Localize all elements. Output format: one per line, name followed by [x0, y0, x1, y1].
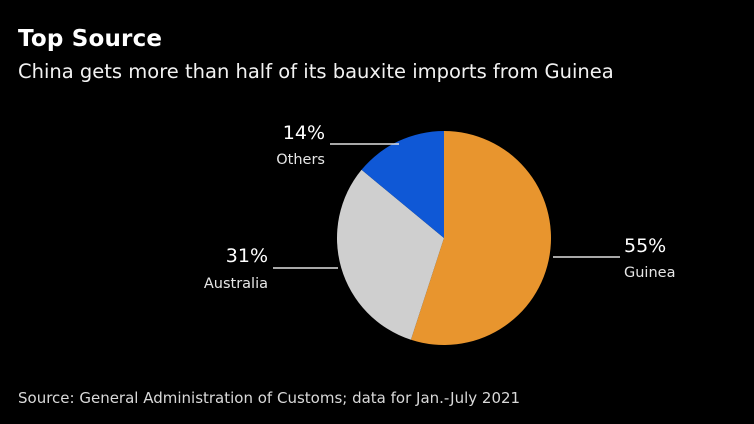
- pie-slice-australia: [336, 169, 444, 340]
- chart-title: Top Source: [18, 26, 163, 52]
- pie-slice-guinea: [410, 131, 551, 345]
- slice-category-label-australia: Australia: [204, 276, 268, 292]
- chart-subtitle: China gets more than half of its bauxite…: [18, 60, 614, 83]
- source-note: Source: General Administration of Custom…: [18, 389, 521, 407]
- slice-category-label-others: Others: [276, 152, 325, 168]
- slice-value-label-australia: 31%: [226, 245, 268, 267]
- slice-category-label-guinea: Guinea: [624, 265, 675, 281]
- slice-value-label-others: 14%: [283, 122, 325, 144]
- pie-slice-others: [361, 131, 444, 238]
- slice-value-label-guinea: 55%: [624, 235, 666, 257]
